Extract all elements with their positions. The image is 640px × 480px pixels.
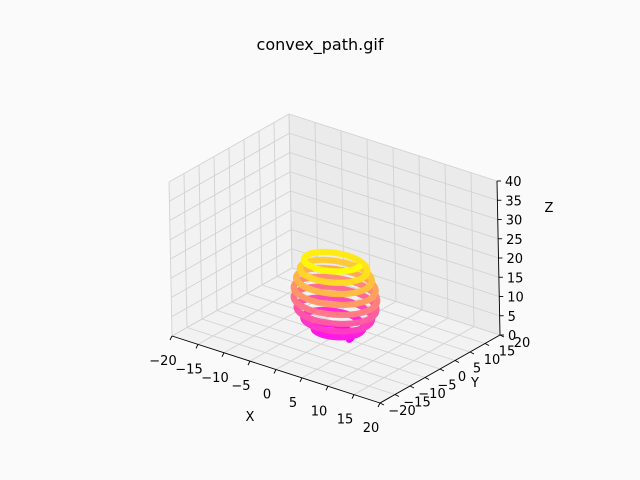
z-tick-label: 25: [506, 233, 523, 248]
grid-line: [288, 113, 498, 182]
y-tick-label: 5: [473, 362, 481, 377]
grid-line: [171, 267, 293, 337]
grid-line: [171, 229, 292, 298]
data-point: [326, 327, 334, 334]
data-point: [323, 310, 330, 317]
grid-line: [216, 310, 426, 378]
data-point: [322, 300, 329, 307]
y-tick-label: 0: [458, 370, 466, 385]
x-tick-label: 20: [363, 421, 380, 436]
x-tick: [273, 369, 277, 374]
y-tick: [379, 402, 385, 406]
grid-line: [246, 293, 456, 361]
x-tick: [299, 377, 303, 383]
grid-line: [290, 190, 499, 259]
y-axis-label: Y: [470, 376, 479, 391]
grid-line: [186, 327, 396, 395]
y-tick: [454, 360, 460, 363]
y-tick-label: 10: [484, 353, 501, 368]
y-tick: [424, 377, 430, 380]
data-point: [322, 278, 329, 285]
y-tick: [394, 394, 400, 397]
grid-line: [289, 171, 499, 240]
x-tick-label: 10: [311, 404, 328, 419]
grid-line: [290, 209, 500, 278]
y-tick-label: 20: [514, 336, 531, 351]
x-tick-label: −10: [201, 371, 228, 386]
y-tick-label: −10: [418, 387, 445, 402]
grid-line: [169, 132, 290, 202]
x-tick-label: −5: [231, 379, 250, 394]
data-point: [329, 333, 336, 340]
y-tick: [484, 343, 490, 346]
x-axis-label: X: [246, 410, 255, 425]
z-tick-label: 15: [507, 271, 524, 286]
grid-line: [170, 190, 291, 260]
grid-line: [291, 229, 500, 297]
z-tick-label: 35: [505, 194, 522, 209]
grid-line: [289, 132, 498, 201]
z-tick-label: 20: [507, 252, 524, 267]
x-tick: [247, 360, 251, 366]
x-tick-label: 5: [289, 396, 297, 411]
grid-line: [171, 248, 292, 318]
x-tick: [169, 335, 173, 341]
data-point: [324, 319, 332, 326]
chart-title: convex_path.gif: [257, 35, 384, 55]
z-tick-label: 10: [507, 291, 524, 306]
data-points: [290, 248, 381, 343]
grid-line: [169, 152, 290, 221]
x-tick-label: 0: [263, 388, 271, 403]
grid-line: [168, 113, 290, 183]
z-axis-label: Z: [545, 201, 554, 216]
y-tick: [469, 351, 475, 355]
y-tick-label: −5: [437, 379, 456, 394]
data-point: [324, 267, 331, 275]
x-tick: [377, 402, 381, 408]
x-tick: [351, 394, 355, 399]
z-tick-label: 40: [505, 175, 522, 190]
grid-line: [170, 209, 292, 279]
y-tick-label: 15: [499, 345, 516, 360]
y-tick-label: −20: [388, 404, 415, 419]
y-tick-label: −15: [403, 396, 430, 411]
data-point: [322, 289, 329, 297]
z-tick-label: 30: [506, 214, 523, 229]
grid-line: [289, 152, 498, 220]
x-tick: [221, 352, 225, 357]
z-tick-label: 5: [508, 310, 516, 325]
grid-line: [201, 318, 411, 387]
x-tick: [195, 344, 199, 349]
x-tick-label: 15: [337, 413, 354, 428]
x-tick: [325, 386, 329, 391]
z-tick-label: 0: [508, 329, 516, 344]
y-tick: [409, 385, 415, 389]
grid-line: [169, 171, 291, 241]
x-tick-label: −20: [149, 354, 176, 369]
x-tick-label: −15: [175, 362, 202, 377]
y-tick: [439, 368, 445, 372]
tick-labels: −20−15−10−505101520−20−15−10−50510152005…: [149, 175, 530, 436]
